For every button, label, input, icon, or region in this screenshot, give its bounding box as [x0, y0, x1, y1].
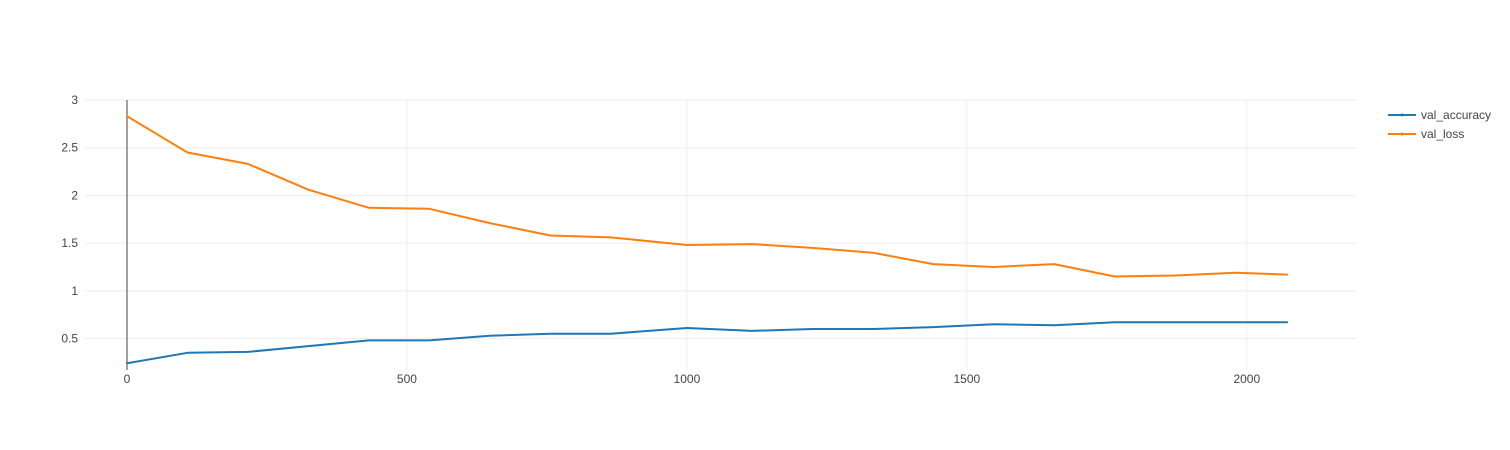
legend-marker — [1400, 113, 1404, 117]
x-tick-label: 2000 — [1233, 372, 1260, 386]
grid — [85, 99, 1356, 370]
y-tick-label: 2 — [71, 188, 78, 202]
y-axis-ticks: 0.5 1 1.5 2 2.5 3 — [61, 93, 78, 346]
y-tick-label: 1.5 — [61, 236, 78, 250]
y-tick-label: 2.5 — [61, 141, 78, 155]
legend-label: val_accuracy — [1421, 108, 1491, 122]
series-lines — [126, 115, 1289, 365]
x-axis-ticks: 0 500 1000 1500 2000 — [124, 372, 1261, 386]
legend-item-val-accuracy[interactable]: val_accuracy — [1388, 108, 1491, 122]
series-line-val-loss[interactable] — [126, 115, 1289, 278]
legend[interactable]: val_accuracy val_loss — [1388, 108, 1491, 141]
legend-label: val_loss — [1421, 127, 1464, 141]
x-tick-label: 1000 — [674, 372, 701, 386]
x-tick-label: 500 — [397, 372, 417, 386]
y-tick-label: 3 — [71, 93, 78, 107]
y-tick-label: 1 — [71, 284, 78, 298]
x-tick-label: 1500 — [954, 372, 981, 386]
legend-marker — [1400, 132, 1404, 136]
series-line-val-accuracy[interactable] — [126, 321, 1289, 365]
x-tick-label: 0 — [124, 372, 131, 386]
legend-item-val-loss[interactable]: val_loss — [1388, 127, 1464, 141]
y-tick-label: 0.5 — [61, 332, 78, 346]
